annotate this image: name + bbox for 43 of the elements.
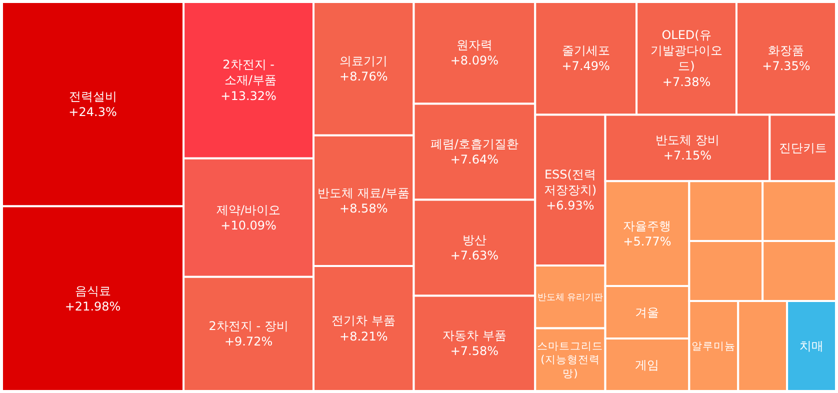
data-label: +7.64% bbox=[450, 152, 499, 167]
category-label: 스마트그리드(지능형전력망) bbox=[537, 339, 604, 380]
category-label: 줄기세포 bbox=[562, 44, 610, 58]
category-label: 폐렴/호흡기질환 bbox=[430, 136, 518, 151]
category-label: 의료기기 bbox=[340, 54, 388, 68]
data-label: +5.77% bbox=[623, 234, 672, 248]
category-label: 게임 bbox=[635, 358, 660, 372]
category-label: 겨울 bbox=[635, 305, 660, 320]
category-label: 방산 bbox=[462, 232, 486, 247]
category-label: 2차전지 - 장비 bbox=[208, 319, 288, 334]
data-label: +7.49% bbox=[562, 59, 610, 74]
data-label: +8.21% bbox=[340, 329, 388, 344]
category-label: ESS(전력저장장치) bbox=[544, 167, 597, 198]
data-label: +8.58% bbox=[340, 201, 388, 216]
category-label: 음식료 bbox=[74, 284, 111, 298]
data-label: +6.93% bbox=[546, 198, 594, 213]
category-label: OLED(유기발광다이오드) bbox=[650, 28, 723, 74]
data-label: +7.38% bbox=[662, 74, 711, 89]
category-label: 2차전지 - 소재/부품 bbox=[220, 58, 276, 88]
category-label: 알루미늄 bbox=[692, 340, 736, 353]
category-label: 자동차 부품 bbox=[442, 328, 506, 343]
category-label: 제약/바이오 bbox=[216, 202, 281, 217]
category-label: 자율주행 bbox=[623, 218, 672, 233]
category-label: 반도체 재료/부품 bbox=[318, 186, 410, 200]
data-label: +9.72% bbox=[224, 334, 273, 349]
data-label: +7.15% bbox=[663, 148, 712, 163]
category-label: 치매 bbox=[800, 339, 824, 354]
data-label: +8.76% bbox=[340, 69, 388, 84]
data-label: +8.09% bbox=[450, 54, 499, 68]
data-label: +24.3% bbox=[68, 104, 117, 119]
category-label: 진단키트 bbox=[778, 140, 827, 155]
category-label: 전력설비 bbox=[68, 89, 117, 104]
category-label: 반도체 유리기판 bbox=[537, 292, 604, 303]
data-label: +10.09% bbox=[220, 218, 276, 232]
category-label: 반도체 장비 bbox=[656, 133, 720, 148]
category-label: 화장품 bbox=[768, 44, 804, 58]
data-label: +7.58% bbox=[450, 344, 499, 358]
data-label: +13.32% bbox=[220, 88, 276, 103]
category-label: 전기차 부품 bbox=[332, 314, 396, 328]
data-label: +21.98% bbox=[64, 299, 121, 314]
data-label: +7.63% bbox=[450, 248, 499, 263]
category-label: 원자력 bbox=[456, 38, 492, 52]
data-label: +7.35% bbox=[762, 59, 810, 74]
